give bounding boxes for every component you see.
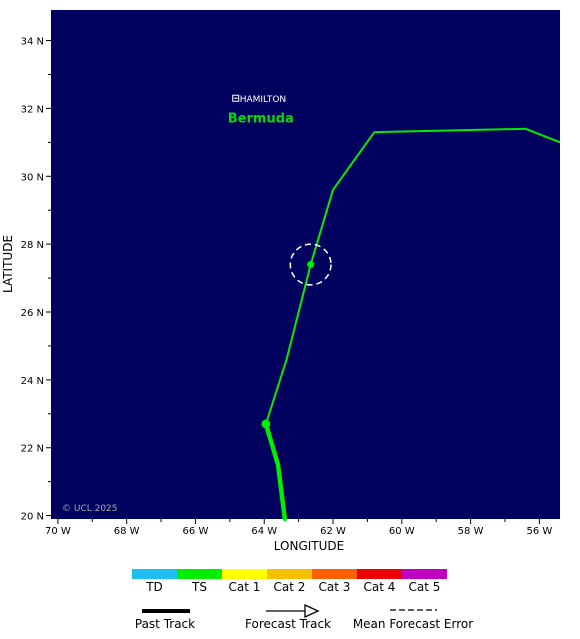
legend-swatch bbox=[132, 569, 177, 579]
storm-tracks bbox=[261, 127, 561, 522]
latitude-ticks: 20 N 22 N 24 N 26 N 28 N 30 N 32 N 34 N bbox=[21, 37, 51, 523]
lon-tick-label: 58 W bbox=[458, 526, 484, 537]
legend-category-label: TD bbox=[145, 580, 163, 594]
lat-tick-label: 28 N bbox=[21, 240, 44, 251]
past-track-legend-label: Past Track bbox=[135, 617, 195, 631]
legend-category-label: Cat 3 bbox=[319, 580, 351, 594]
ocean-background bbox=[51, 10, 560, 519]
lon-tick-label: 64 W bbox=[251, 526, 277, 537]
legend-swatch bbox=[177, 569, 222, 579]
legend: TD TS Cat 1 Cat 2 Cat 3 Cat 4 Cat 5 Past Track… bbox=[132, 569, 473, 631]
plot-area: 20 N 22 N 24 N 26 N 28 N 30 N 32 N 34 N 70 W 68 … bbox=[21, 10, 561, 537]
lat-tick-label: 30 N bbox=[21, 172, 44, 183]
legend-swatch bbox=[312, 569, 357, 579]
y-axis-title: LATITUDE bbox=[1, 235, 15, 293]
lat-tick-label: 32 N bbox=[21, 104, 44, 115]
storm-position-marker bbox=[261, 419, 271, 429]
legend-category-label: Cat 1 bbox=[229, 580, 261, 594]
lon-tick-label: 60 W bbox=[389, 526, 415, 537]
legend-category-label: Cat 2 bbox=[274, 580, 306, 594]
copyright-label: © UCL 2025 bbox=[62, 504, 118, 514]
legend-swatch bbox=[267, 569, 312, 579]
region-label: Bermuda bbox=[228, 112, 294, 127]
lat-tick-label: 34 N bbox=[21, 37, 44, 48]
mean-error-legend-label: Mean Forecast Error bbox=[353, 617, 473, 631]
x-axis-title: LONGITUDE bbox=[274, 539, 344, 553]
legend-category-label: Cat 4 bbox=[364, 580, 396, 594]
city-label: HAMILTON bbox=[240, 95, 286, 105]
category-labels: TD TS Cat 1 Cat 2 Cat 3 Cat 4 Cat 5 bbox=[145, 580, 440, 594]
legend-swatch bbox=[402, 569, 447, 579]
lat-tick-label: 22 N bbox=[21, 444, 44, 455]
legend-category-label: TS bbox=[191, 580, 207, 594]
past-track-line bbox=[263, 421, 288, 522]
longitude-ticks: 70 W 68 W 66 W 64 W 62 W 60 W 58 W 56 W bbox=[45, 519, 552, 537]
lon-tick-label: 66 W bbox=[183, 526, 209, 537]
lat-tick-label: 24 N bbox=[21, 376, 44, 387]
lon-tick-label: 68 W bbox=[114, 526, 140, 537]
forecast-track-legend-arrow bbox=[266, 603, 320, 619]
forecast-track-line bbox=[264, 127, 561, 425]
forecast-error-circle bbox=[289, 243, 332, 286]
legend-swatch bbox=[222, 569, 267, 579]
legend-category-label: Cat 5 bbox=[409, 580, 441, 594]
storm-position-marker bbox=[307, 261, 315, 268]
lon-tick-label: 62 W bbox=[320, 526, 346, 537]
city-marker-icon bbox=[232, 94, 240, 102]
lon-tick-label: 70 W bbox=[45, 526, 71, 537]
lon-tick-label: 56 W bbox=[526, 526, 552, 537]
legend-swatch bbox=[357, 569, 402, 579]
place-labels: HAMILTON Bermuda bbox=[228, 94, 294, 127]
lat-tick-label: 20 N bbox=[21, 512, 44, 523]
lat-tick-label: 26 N bbox=[21, 308, 44, 319]
category-color-bar bbox=[132, 569, 447, 579]
forecast-track-legend-label: Forecast Track bbox=[245, 617, 331, 631]
